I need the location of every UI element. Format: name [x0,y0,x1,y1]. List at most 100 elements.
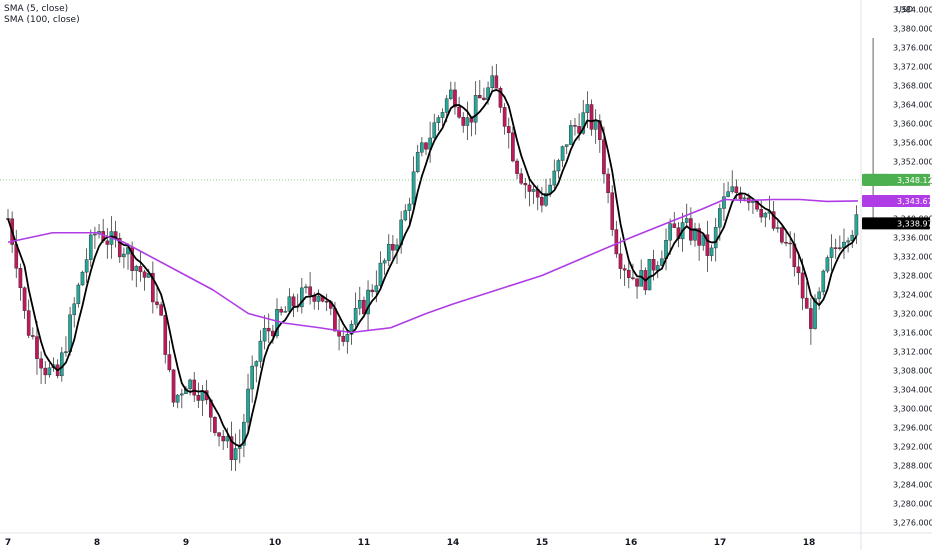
candle-body[interactable] [602,139,606,175]
candle-body[interactable] [122,253,126,258]
candle-body[interactable] [407,203,412,211]
candle-body[interactable] [784,242,788,244]
candle-body[interactable] [353,308,358,325]
candle-body[interactable] [192,379,197,396]
candle-body[interactable] [31,335,35,337]
candle-body[interactable] [573,125,577,127]
candle-body[interactable] [39,358,43,369]
candle-body[interactable] [854,214,859,236]
candle-body[interactable] [217,432,221,437]
candle-body[interactable] [589,104,594,130]
sma-slow-price-label[interactable]: 3,343.673 [897,197,932,206]
candle-body[interactable] [449,89,453,99]
candle-body[interactable] [76,284,81,305]
candle-body[interactable] [341,336,346,342]
candle-body[interactable] [242,421,246,446]
candle-body[interactable] [370,289,374,293]
candle-body[interactable] [180,393,184,396]
candle-body[interactable] [585,104,590,113]
candle-body[interactable] [233,448,238,460]
candle-body[interactable] [800,272,805,299]
candle-body[interactable] [511,132,515,162]
candle-body[interactable] [345,334,350,342]
candle-body[interactable] [593,120,598,130]
candle-body[interactable] [436,117,441,123]
candle-body[interactable] [647,259,652,291]
candle-body[interactable] [159,304,163,316]
candle-body[interactable] [163,315,168,355]
candle-body[interactable] [804,297,809,309]
candle-body[interactable] [742,197,747,200]
candle-body[interactable] [556,160,561,172]
candle-body[interactable] [246,388,250,423]
candle-body[interactable] [279,309,283,313]
candle-body[interactable] [477,95,482,99]
candle-body[interactable] [763,212,768,218]
candle-body[interactable] [93,233,97,236]
candle-body[interactable] [635,278,639,287]
candle-body[interactable] [490,75,495,88]
candle-body[interactable] [519,173,523,184]
candle-body[interactable] [718,208,722,228]
candle-body[interactable] [734,186,739,194]
candle-body[interactable] [283,311,288,313]
legend-sma-fast[interactable]: SMA (5, close) [4,4,69,14]
candle-body[interactable] [809,308,813,329]
candle-body[interactable] [432,122,437,139]
candle-body[interactable] [300,287,304,308]
candle-body[interactable] [502,107,507,127]
candle-body[interactable] [35,336,39,359]
legend-sma-slow[interactable]: SMA (100, close) [4,15,80,25]
candle-body[interactable] [18,268,23,288]
candle-body[interactable] [461,117,466,126]
candle-body[interactable] [134,266,139,271]
candle-body[interactable] [142,271,147,278]
candle-body[interactable] [188,379,192,389]
candle-body[interactable] [564,144,569,147]
candle-body[interactable] [457,106,461,118]
candle-body[interactable] [287,296,292,312]
candle-body[interactable] [84,259,89,273]
candle-body[interactable] [151,272,155,303]
candle-body[interactable] [324,301,329,303]
candle-body[interactable] [651,259,656,271]
candle-body[interactable] [337,330,341,337]
candle-body[interactable] [138,266,143,273]
candle-body[interactable] [796,266,801,274]
candle-body[interactable] [813,298,817,329]
sma-fast-line[interactable] [7,88,858,448]
candle-body[interactable] [155,301,159,305]
candle-body[interactable] [482,97,486,100]
candle-body[interactable] [262,327,267,342]
candle-body[interactable] [833,247,838,249]
candle-body[interactable] [72,303,77,316]
candle-body[interactable] [175,394,180,403]
candle-body[interactable] [357,299,362,309]
candle-body[interactable] [622,268,627,271]
candle-body[interactable] [838,247,842,249]
candle-body[interactable] [506,126,511,133]
candle-body[interactable] [751,201,755,203]
candle-body[interactable] [672,223,677,228]
candle-body[interactable] [415,151,420,173]
candle-body[interactable] [846,240,850,243]
candle-body[interactable] [386,244,391,261]
candle-body[interactable] [250,365,254,390]
candle-body[interactable] [523,183,528,186]
candle-body[interactable] [775,227,780,229]
candle-body[interactable] [473,95,478,123]
sma-fast-price-label[interactable]: 3,338.972 [897,219,932,228]
candle-body[interactable] [527,184,532,192]
candle-body[interactable] [722,196,726,209]
candle-body[interactable] [374,285,379,293]
candle-body[interactable] [64,351,68,354]
candle-body[interactable] [411,171,416,205]
candle-body[interactable] [544,193,548,206]
candle-body[interactable] [709,247,714,256]
candle-body[interactable] [618,253,623,269]
candle-body[interactable] [80,271,85,286]
candle-body[interactable] [780,227,784,243]
candle-body[interactable] [850,235,855,242]
candle-body[interactable] [821,270,826,293]
